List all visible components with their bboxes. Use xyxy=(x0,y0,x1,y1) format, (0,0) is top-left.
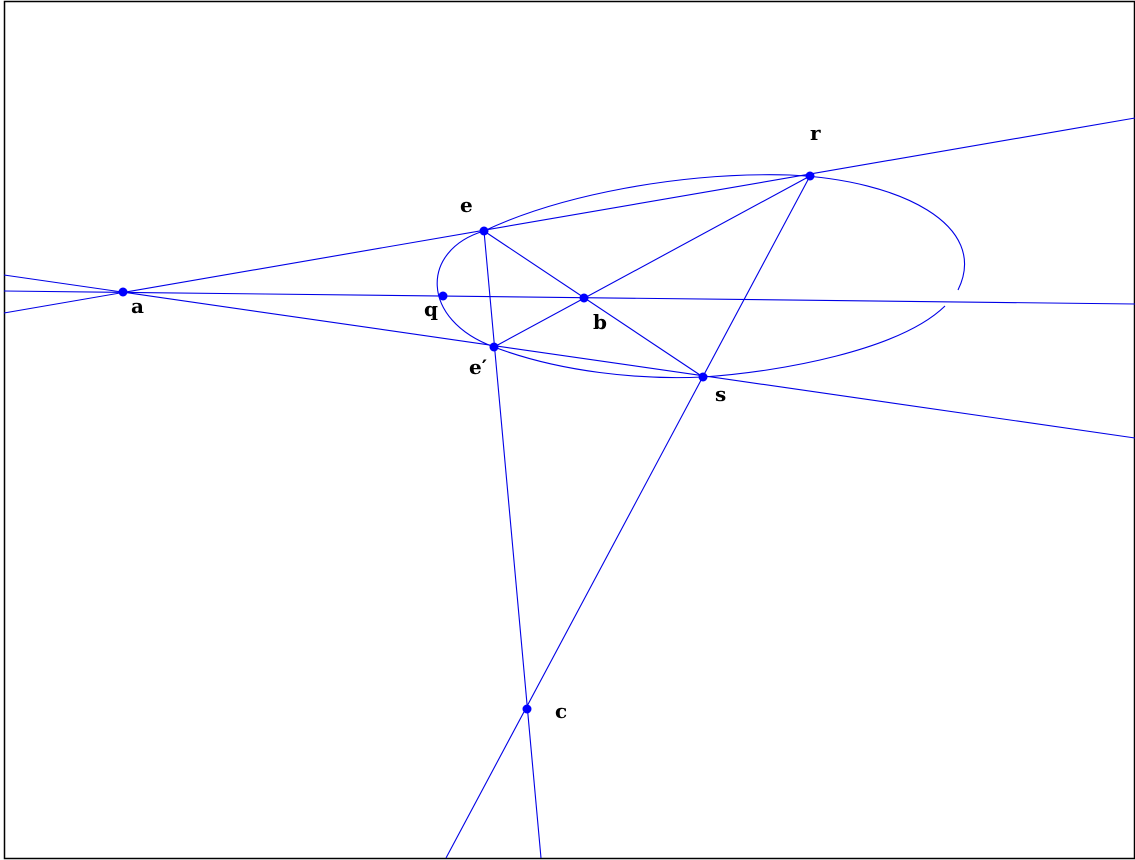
line-a-eprime-s xyxy=(3,274,1135,439)
conic-arc-lower xyxy=(493,305,946,379)
point-e xyxy=(479,226,489,236)
point-q xyxy=(438,291,448,301)
line-a-q-b xyxy=(3,290,1135,305)
label-e-prime: e′ xyxy=(469,355,487,379)
label-b: b xyxy=(593,310,607,334)
label-e: e xyxy=(460,193,473,217)
label-s: s xyxy=(715,382,726,406)
point-b xyxy=(579,293,589,303)
label-c: c xyxy=(555,699,567,723)
line-e-b-s xyxy=(483,230,704,378)
point-e-prime xyxy=(489,342,499,352)
line-e-eprime-c xyxy=(483,230,542,859)
point-r xyxy=(805,171,815,181)
diagram-frame xyxy=(3,0,1135,860)
line-r-s-c xyxy=(445,175,811,859)
point-s xyxy=(698,372,708,382)
point-c xyxy=(522,704,532,714)
line-a-e-r xyxy=(3,117,1135,314)
line-eprime-b-r xyxy=(493,175,811,348)
point-a xyxy=(118,287,128,297)
label-a: a xyxy=(131,294,144,318)
conic-arc-main xyxy=(436,174,965,348)
label-r: r xyxy=(810,121,821,145)
label-q: q xyxy=(424,297,438,321)
